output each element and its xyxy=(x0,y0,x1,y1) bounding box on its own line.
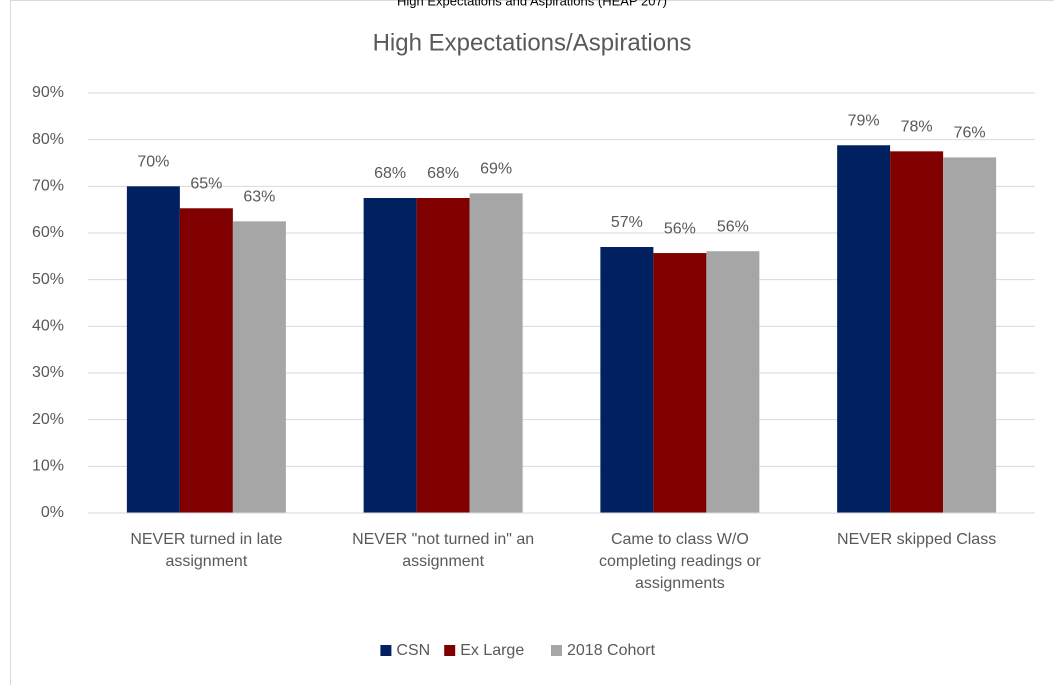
legend-swatch xyxy=(444,645,456,656)
bar xyxy=(890,151,944,514)
x-tick-label: NEVER skipped Class xyxy=(837,531,997,548)
data-label: 68% xyxy=(374,165,406,182)
y-tick-label: 80% xyxy=(32,131,64,148)
y-tick-label: 0% xyxy=(41,504,64,521)
legend-label: CSN xyxy=(396,642,430,659)
data-label: 56% xyxy=(717,218,749,235)
bar xyxy=(469,193,523,514)
bar xyxy=(126,186,180,514)
bar xyxy=(706,251,760,513)
data-label: 56% xyxy=(664,220,696,237)
x-tick-label-box: Came to class W/O completing readings or… xyxy=(598,531,761,592)
bar xyxy=(416,198,470,513)
bar xyxy=(837,145,891,513)
bar xyxy=(363,198,417,513)
data-label: 57% xyxy=(611,214,643,231)
data-label: 79% xyxy=(848,112,880,129)
y-tick-label: 10% xyxy=(32,458,64,475)
legend-swatch xyxy=(551,645,562,656)
bar xyxy=(232,221,286,514)
y-tick-label: 50% xyxy=(32,271,64,288)
x-tick-label-box: NEVER skipped Class xyxy=(837,531,997,548)
legend-label: 2018 Cohort xyxy=(567,642,656,659)
data-label: 69% xyxy=(480,161,512,178)
y-tick-label: 40% xyxy=(32,318,64,335)
bar xyxy=(600,247,654,513)
y-tick-label: 90% xyxy=(32,84,64,101)
data-label: 70% xyxy=(137,154,169,171)
legend-swatch xyxy=(380,645,392,656)
x-tick-label-box: NEVER turned in late assignment xyxy=(130,531,283,570)
data-label: 76% xyxy=(954,125,986,142)
y-tick-label: 60% xyxy=(32,224,64,241)
x-tick-label: NEVER "not turned in" an assignment xyxy=(352,531,535,570)
x-tick-label: NEVER turned in late assignment xyxy=(130,531,283,570)
bar xyxy=(179,208,233,513)
x-tick-label-box: NEVER "not turned in" an assignment xyxy=(352,531,535,570)
data-label: 63% xyxy=(243,189,275,206)
x-tick-label: Came to class W/O completing readings or… xyxy=(598,531,761,592)
supertitle: High Expectations and Aspirations (HEAP … xyxy=(397,0,667,8)
y-tick-label: 20% xyxy=(32,411,64,428)
data-label: 78% xyxy=(901,119,933,136)
bar xyxy=(943,157,997,513)
y-tick-label: 30% xyxy=(32,364,64,381)
chart-title: High Expectations/Aspirations xyxy=(373,29,692,56)
bar xyxy=(653,253,707,514)
legend-label: Ex Large xyxy=(460,642,524,659)
data-label: 68% xyxy=(427,165,459,182)
y-tick-label: 70% xyxy=(32,178,64,195)
data-label: 65% xyxy=(190,175,222,192)
